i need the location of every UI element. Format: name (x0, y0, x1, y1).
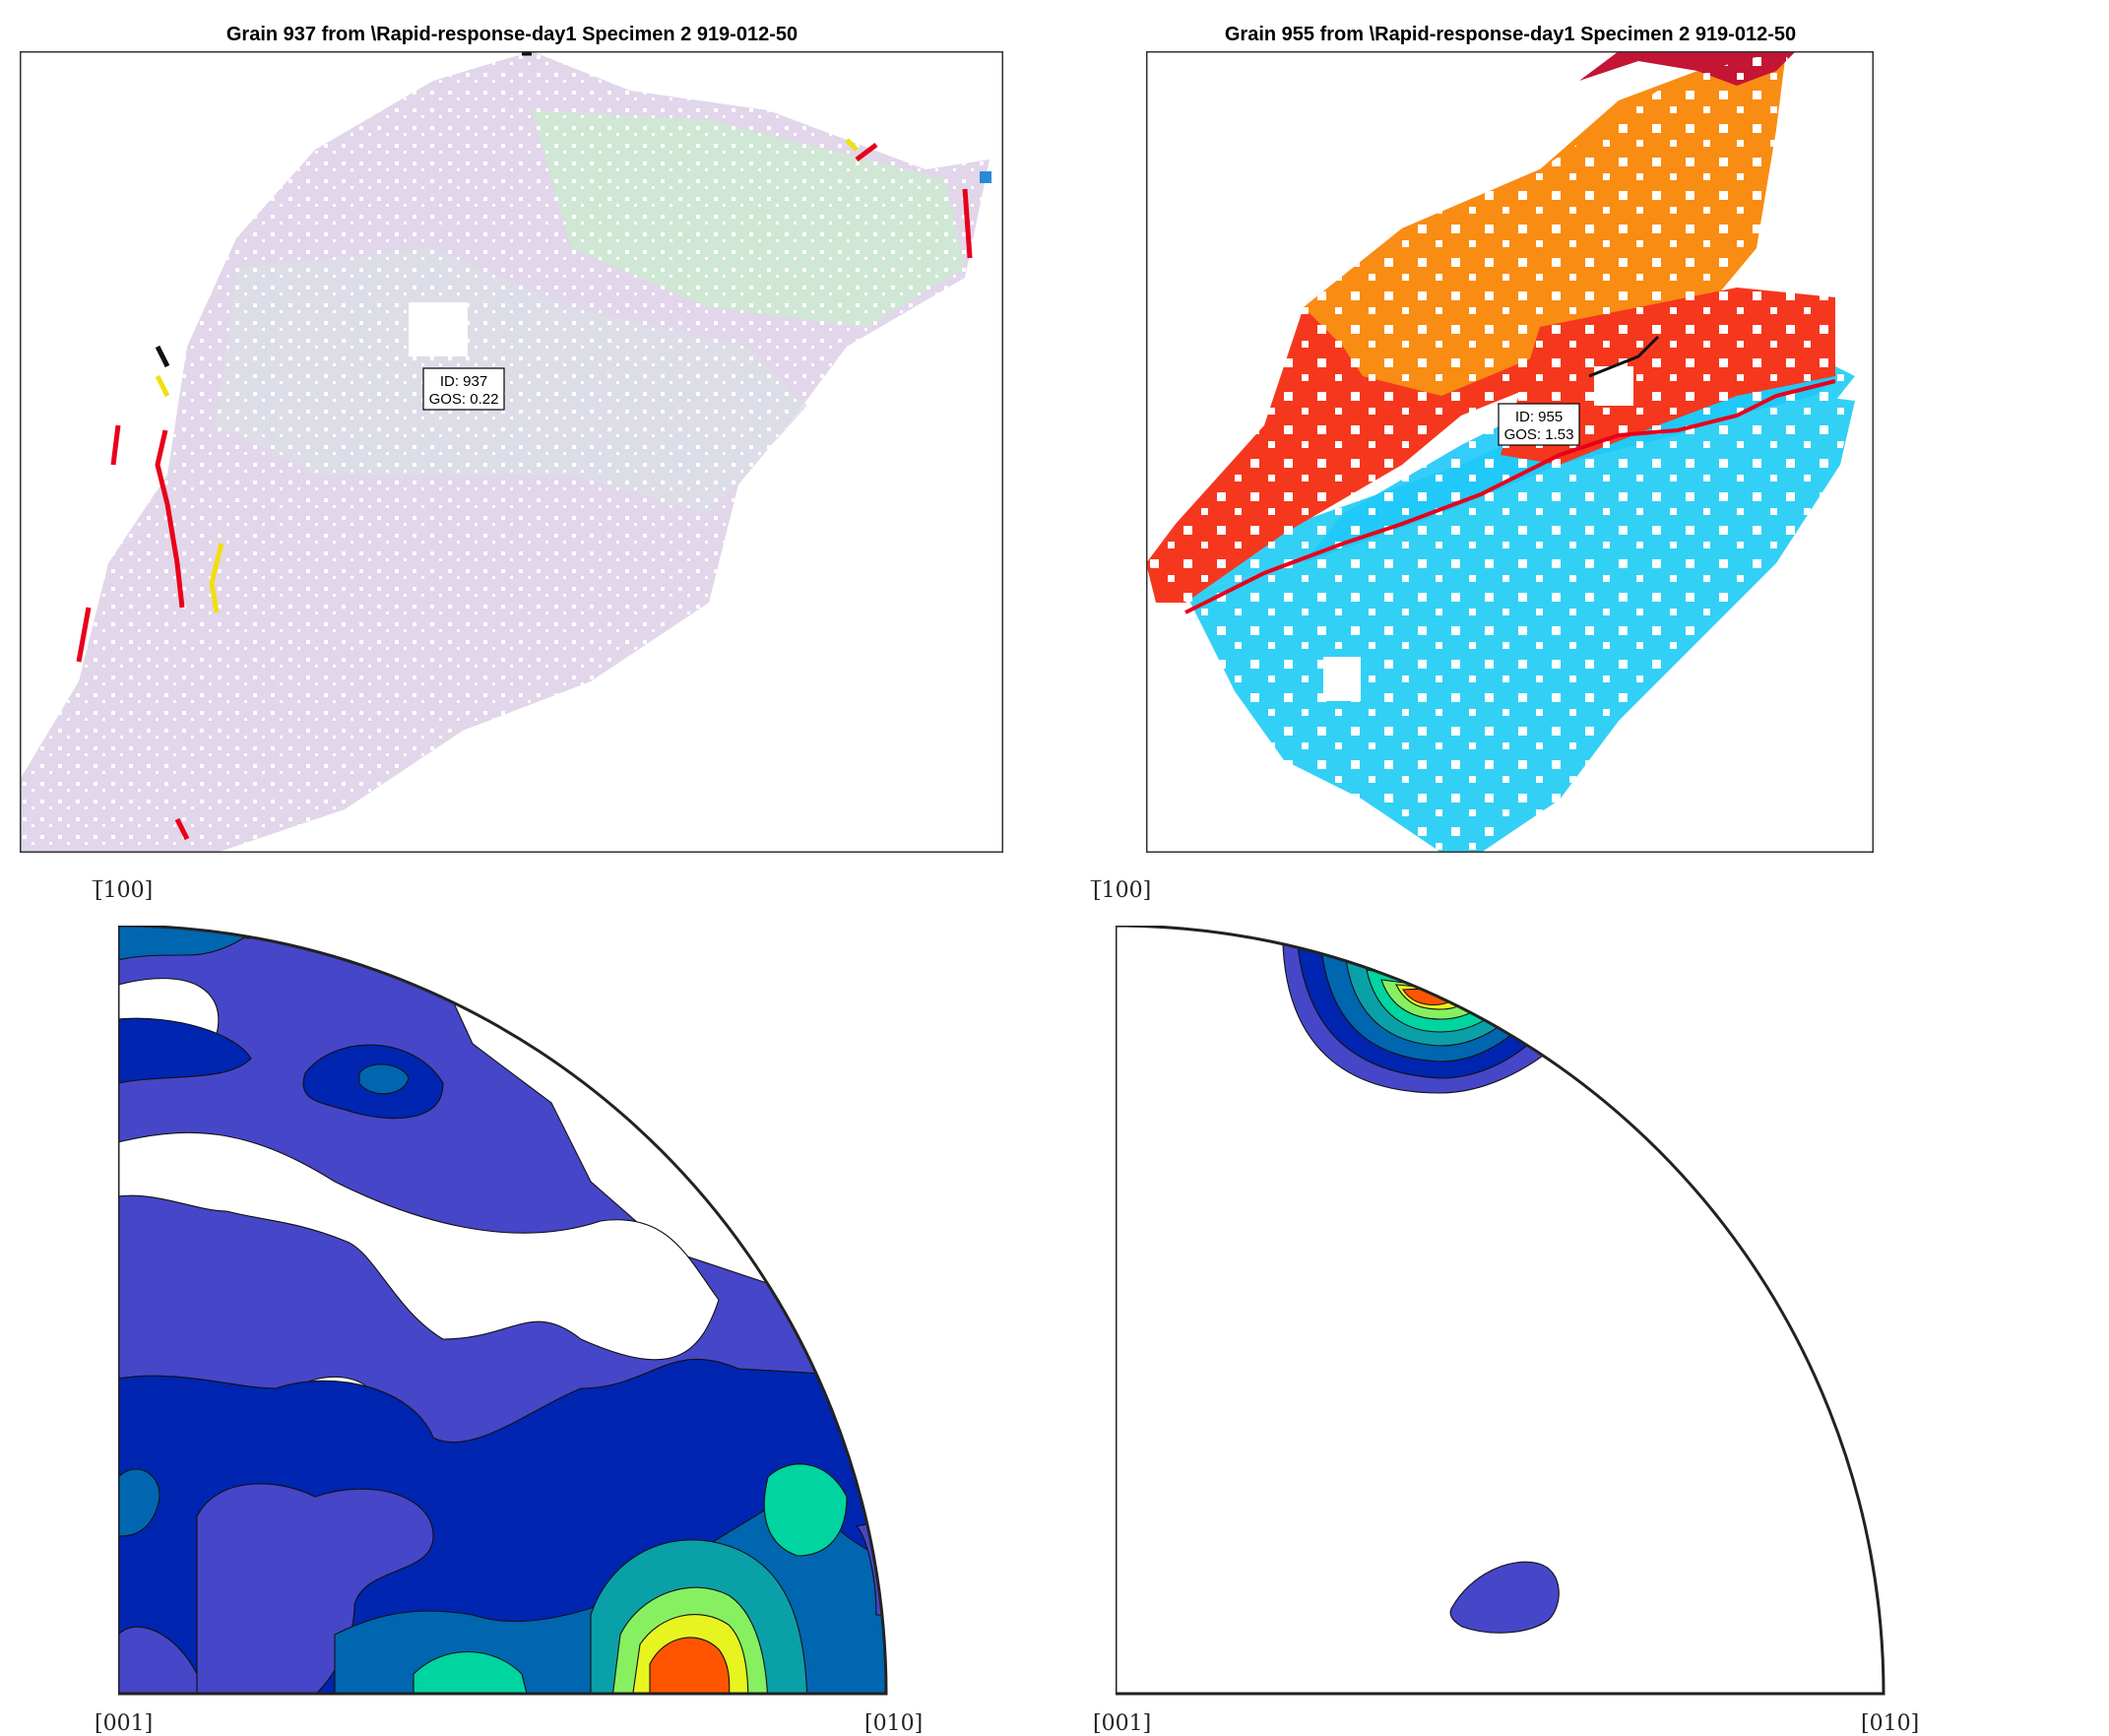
map1-frame (20, 51, 1003, 853)
map1-annotation-gos: GOS: 0.22 (429, 391, 499, 408)
grain-937-boundaries (76, 51, 973, 841)
pole-figure-2 (1116, 926, 1885, 1696)
pf1-label-top: [̅100] (95, 878, 154, 903)
pf2-label-end: [010] (1861, 1711, 1920, 1736)
map2-annotation: ID: 955 GOS: 1.53 (1498, 403, 1580, 446)
map2-annotation-id: ID: 955 (1515, 409, 1563, 425)
map1-annotation: ID: 937 GOS: 0.22 (422, 367, 505, 411)
grain-937-edge-pixels (980, 171, 991, 183)
grain-955-region (1146, 51, 1855, 853)
map1-annotation-id: ID: 937 (440, 373, 487, 390)
pole-figure-1 (118, 926, 888, 1696)
map2-title: Grain 955 from \Rapid-response-day1 Spec… (1224, 24, 1797, 45)
pf2-spot (1449, 1561, 1560, 1634)
map2-panel: ID: 955 GOS: 1.53 (1146, 51, 1874, 853)
map1-panel: ID: 937 GOS: 0.22 (20, 51, 1003, 853)
pf1-label-end: [010] (864, 1711, 924, 1736)
grain-937-region (20, 51, 990, 853)
map2-frame (1146, 51, 1874, 853)
pf2-label-top: [̅100] (1093, 878, 1152, 903)
map2-annotation-gos: GOS: 1.53 (1504, 426, 1574, 443)
pf1-outline (118, 926, 888, 1696)
pf2-outline (1116, 926, 1885, 1696)
map1-title: Grain 937 from \Rapid-response-day1 Spec… (225, 24, 799, 45)
pf1-label-origin: [001] (95, 1711, 154, 1736)
grain-955-inner-boundary (1588, 335, 1660, 378)
pf2-label-origin: [001] (1093, 1711, 1152, 1736)
grain-955-boundary (1184, 379, 1836, 614)
